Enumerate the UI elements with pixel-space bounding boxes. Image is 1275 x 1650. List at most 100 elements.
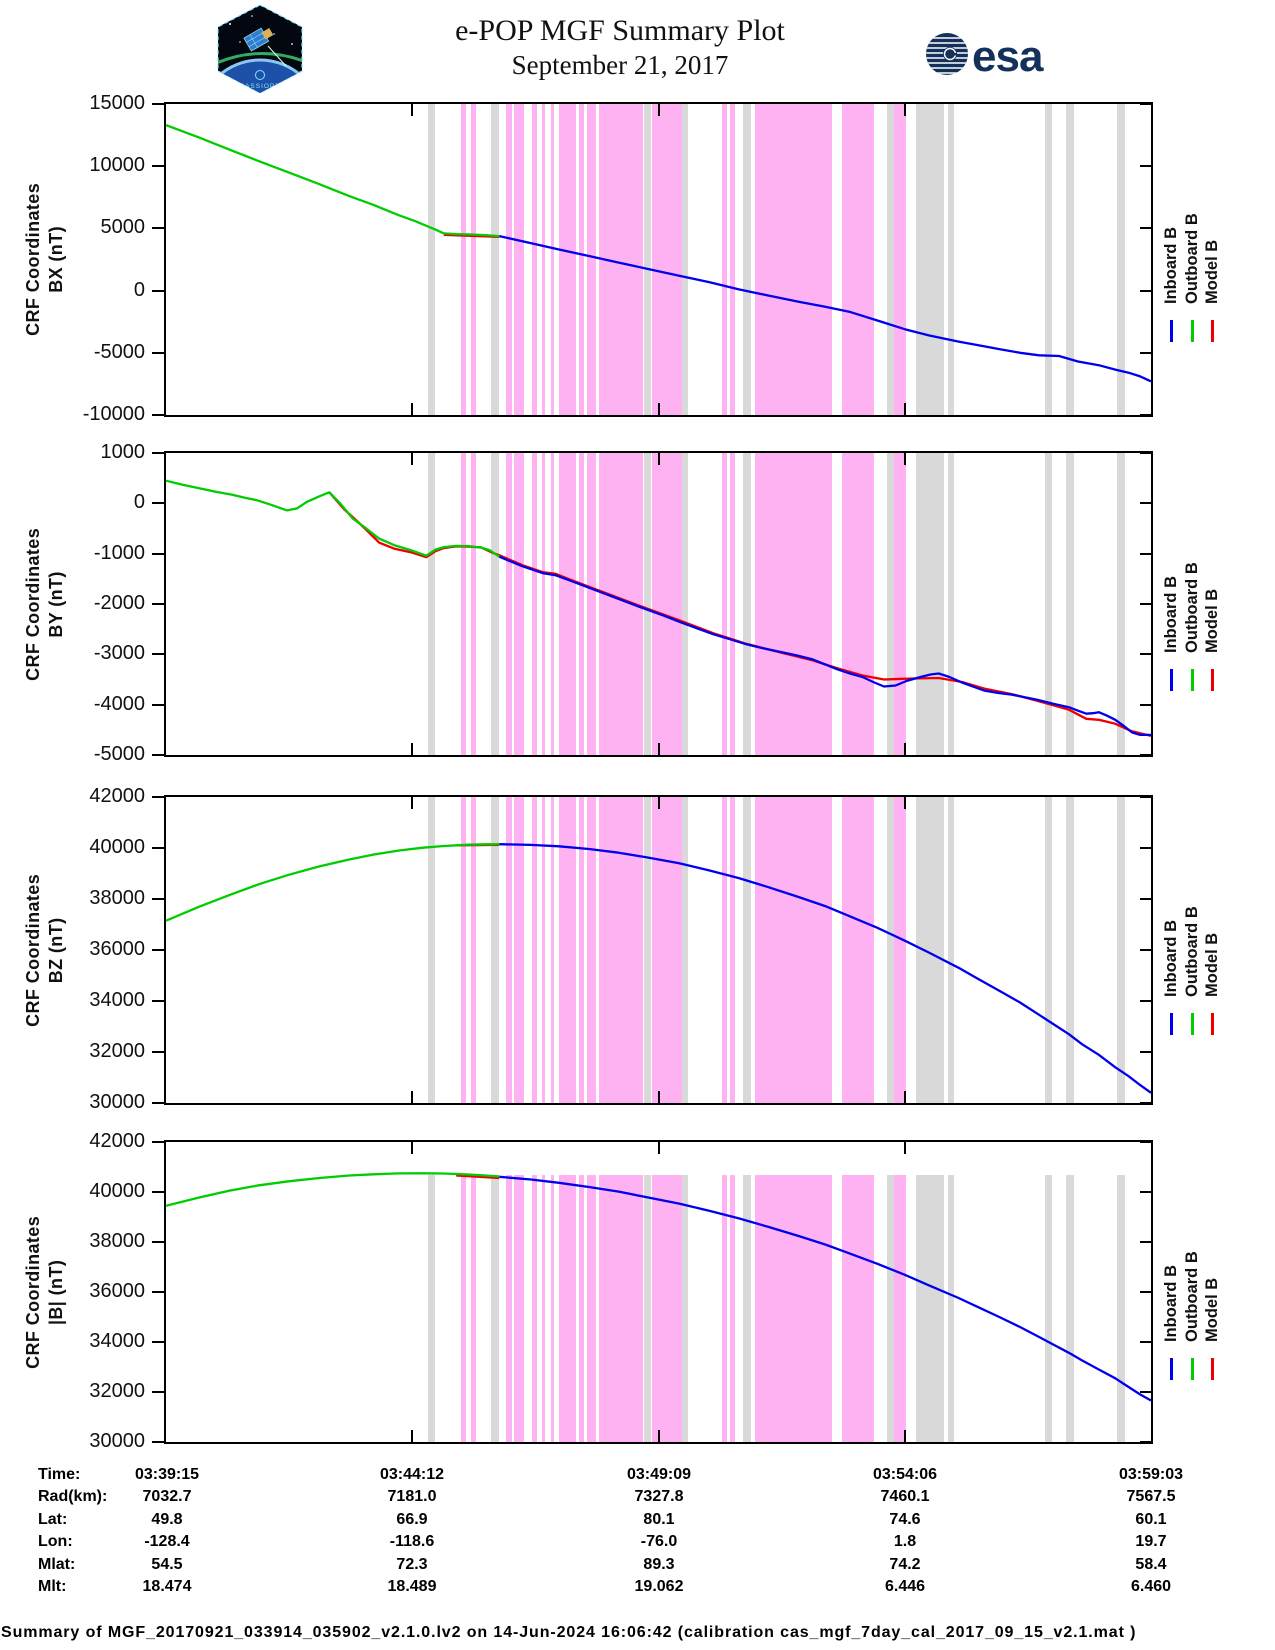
y-tick-label: 15000 [89,92,145,114]
y-axis-label-text: CRF Coordinates BY (nT) [22,527,67,681]
gray-band [681,1175,689,1442]
y-tick [152,1051,164,1053]
legend-label-inboard-b: Inboard B [1162,1265,1180,1342]
gray-band [1065,104,1074,415]
gray-band [947,453,954,755]
pink-band [578,1175,584,1442]
y-tick [152,289,164,292]
y-tick [152,796,164,798]
pink-band [550,104,554,415]
table-row-label: Lat: [38,1510,68,1528]
pink-band [550,797,554,1103]
legend-label-model-b: Model B [1203,588,1221,653]
table-cell: 1.8 [893,1533,917,1551]
y-tick [1140,552,1151,555]
pink-band [578,797,584,1103]
y-tick-label: 0 [133,278,145,301]
y-tick-label: 38000 [89,1230,145,1252]
y-tick [1140,603,1151,605]
y-tick [152,1191,164,1193]
pink-band [550,453,554,755]
y-tick [1140,898,1151,900]
legend-label-model-b: Model B [1203,932,1221,997]
pink-band [461,104,467,415]
gray-band [887,797,894,1103]
table-cell: -128.4 [144,1533,190,1551]
y-tick [152,1341,164,1343]
x-tick [903,1142,906,1154]
gray-band [1117,1175,1126,1442]
pink-band [559,1175,576,1442]
y-tick [1140,1191,1151,1193]
gray-band [1117,453,1126,755]
gray-band [1065,1175,1074,1442]
table-cell: 72.3 [396,1555,428,1573]
table-cell: 89.3 [643,1555,675,1573]
x-tick [903,743,906,755]
y-axis-label-text: CRF Coordinates BX (nT) [22,182,67,337]
y-tick [1140,289,1151,292]
pink-band [514,453,525,755]
series-inboard-b [499,843,1151,1094]
table-cell: 7032.7 [142,1488,192,1506]
gray-band [644,797,651,1103]
y-tick [152,949,164,951]
y-tick-label: 30000 [89,1430,145,1452]
gray-band [681,104,689,415]
legend-label-model-b: Model B [1203,1277,1221,1342]
table-row-label: Mlt: [38,1578,67,1595]
table-cell: 58.4 [1135,1555,1167,1573]
table-cell: 03:44:12 [379,1466,445,1483]
series-outboard-b [166,843,500,922]
gray-band [644,453,651,755]
gray-band [947,797,954,1103]
y-tick-label: 40000 [89,1180,145,1202]
y-tick-label: -2000 [93,592,145,614]
gray-band [743,104,752,415]
y-tick [152,452,164,454]
y-tick [152,847,164,849]
gray-band [681,453,689,755]
pink-band [894,104,907,415]
y-tick [1140,1141,1151,1143]
table-cell: 74.2 [889,1555,921,1573]
y-tick [152,1000,164,1002]
cassiope-patch-logo: CASSIOPE [217,4,303,94]
series-inboard-b [498,555,1151,737]
x-tick [903,104,906,116]
pink-band [754,104,832,415]
y-tick [1140,754,1151,756]
gray-band [743,1175,752,1442]
y-tick-label: -5000 [93,340,145,363]
panel-bx: 15000 10000 5000 0 -5000 -10000 [83,92,1153,425]
table-cell: 7327.8 [634,1488,684,1506]
legend-line-sample [1211,669,1214,691]
y-tick [1140,949,1151,951]
y-tick-label: 36000 [89,938,145,960]
pink-band [531,104,538,415]
y-tick [152,227,164,230]
gray-band [1044,104,1053,415]
pink-band [722,104,728,415]
x-tick [411,1430,414,1442]
table-cell: 03:54:06 [872,1466,938,1483]
y-tick [1140,1341,1151,1343]
y-tick [1140,653,1151,656]
y-tick-label: -4000 [93,692,145,715]
x-tick [411,1091,414,1103]
x-tick [903,1430,906,1442]
x-tick [411,453,414,465]
curves-bmag [166,1172,1151,1402]
table-cell: 7460.1 [880,1488,930,1506]
series-inboard-b [499,234,1151,383]
table-cell: 7567.5 [1126,1488,1176,1506]
gray-band [887,453,894,755]
x-tick [411,743,414,755]
legend-label-inboard-b: Inboard B [1162,227,1180,304]
legend-line-sample [1211,1358,1214,1380]
table-row-label: Lon: [38,1533,73,1551]
x-tick [657,453,660,465]
x-tick [411,403,414,415]
pink-band [531,797,538,1103]
pink-band [471,453,477,755]
